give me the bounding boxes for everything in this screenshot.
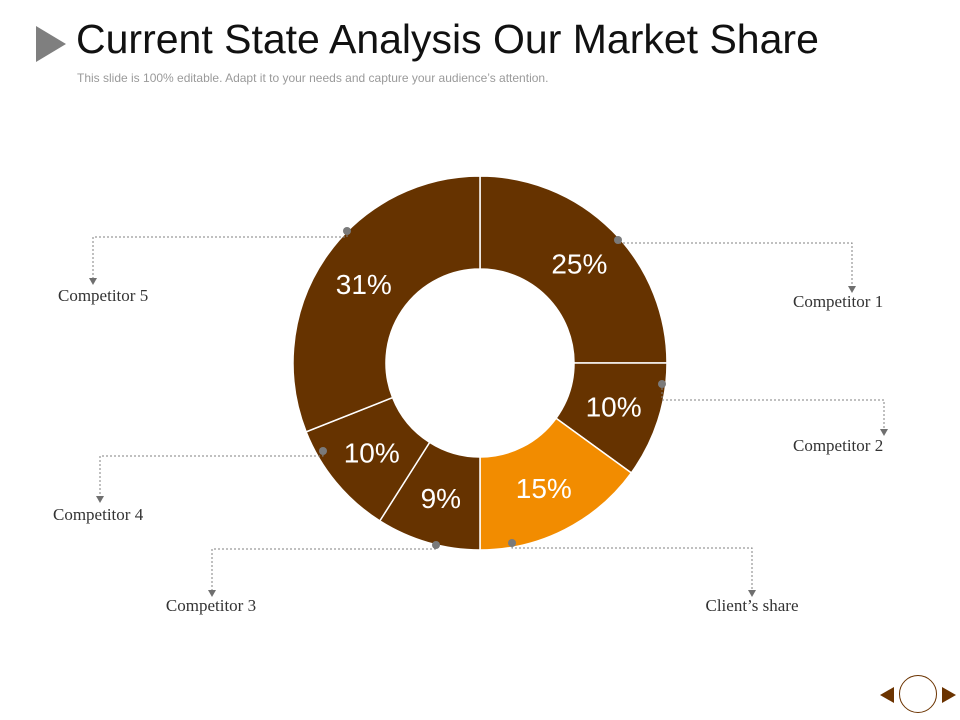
connector-dot [508, 539, 516, 547]
slice-value-label: 25% [551, 249, 607, 280]
connector-arrowhead [89, 278, 97, 285]
connector-arrowhead [748, 590, 756, 597]
connector-dot [658, 380, 666, 388]
slice-value-label: 15% [516, 473, 572, 504]
slice-value-label: 31% [336, 269, 392, 300]
connector-line [99, 451, 324, 500]
slice-value-label: 10% [344, 438, 400, 469]
slice-value-label: 10% [586, 391, 642, 422]
next-slide-icon[interactable] [942, 687, 956, 703]
donut-slice-6 [292, 175, 481, 433]
previous-slide-icon[interactable] [880, 687, 894, 703]
slice-value-label: 9% [421, 483, 461, 514]
slide-title: Current State Analysis Our Market Share [76, 16, 819, 62]
connector-arrowhead [848, 286, 856, 293]
slice-category-label: Competitor 5 [58, 286, 148, 305]
connector-line [511, 543, 753, 594]
donut-slice-3 [479, 417, 633, 551]
slice-category-label: Competitor 1 [793, 292, 883, 311]
connector-line [617, 240, 853, 290]
connector-arrowhead [96, 496, 104, 503]
slide-subtitle: This slide is 100% editable. Adapt it to… [77, 71, 549, 85]
slice-category-label: Competitor 4 [53, 505, 144, 524]
connector-arrowhead [208, 590, 216, 597]
connector-line [211, 545, 437, 594]
connector-dot [614, 236, 622, 244]
connector-arrowhead [880, 429, 888, 436]
slice-category-label: Competitor 2 [793, 436, 883, 455]
connector-dot [432, 541, 440, 549]
connector-dot [319, 447, 327, 455]
title-arrow-icon [36, 26, 66, 62]
connector-dot [343, 227, 351, 235]
donut-slice-1 [479, 175, 668, 364]
connector-line [92, 231, 348, 282]
slice-category-label: Client’s share [705, 596, 798, 615]
connector-line [661, 384, 885, 433]
slice-category-label: Competitor 3 [166, 596, 256, 615]
home-circle-icon[interactable] [899, 675, 937, 713]
